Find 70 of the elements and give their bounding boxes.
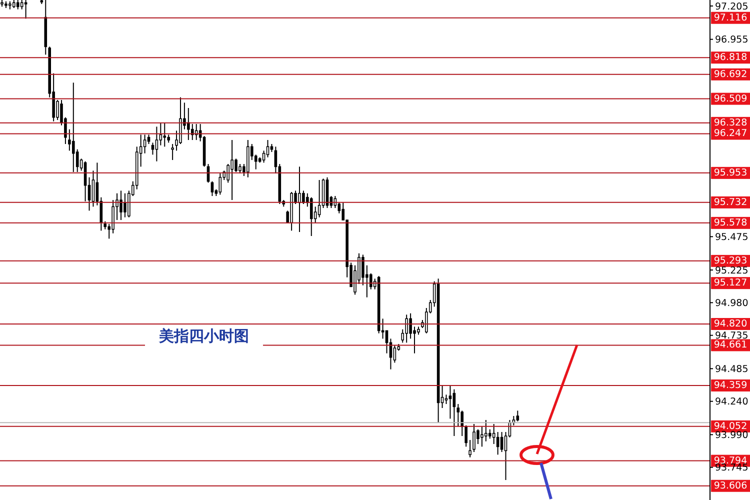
- y-tick-label: 96.955: [715, 34, 748, 46]
- ref-line-label: 96.247: [714, 128, 748, 140]
- candlestick: [218, 172, 222, 196]
- candlestick: [159, 122, 162, 146]
- candlestick: [24, 0, 28, 20]
- candlestick: [409, 312, 412, 340]
- y-tick-label: 94.485: [715, 364, 748, 376]
- candlestick: [16, 0, 20, 10]
- ref-line-label: 95.732: [714, 196, 748, 208]
- ref-line-label: 96.328: [714, 117, 748, 128]
- candlestick: [226, 164, 230, 184]
- candlestick: [262, 150, 266, 164]
- ref-line-label: 96.692: [714, 68, 748, 80]
- ref-line-label: 96.818: [714, 52, 748, 64]
- candlestick: [480, 426, 484, 448]
- candlestick: [143, 134, 146, 154]
- candlestick: [444, 394, 448, 404]
- candlestick: [496, 432, 500, 456]
- candlestick: [362, 254, 364, 286]
- y-tick-label: 95.225: [715, 265, 748, 276]
- candlestick: [405, 314, 408, 344]
- candlestick: [68, 128, 71, 152]
- y-tick-label: 94.980: [715, 298, 748, 310]
- ref-line-label: 96.509: [714, 93, 748, 104]
- ref-line-label: 93.606: [714, 480, 748, 492]
- candlestick: [468, 440, 472, 458]
- candlestick: [120, 190, 122, 220]
- candlestick: [155, 126, 158, 162]
- candlestick: [456, 404, 460, 428]
- candlestick: [302, 190, 305, 204]
- annotation: 美指四小时图: [145, 326, 263, 346]
- candlestick: [124, 192, 126, 218]
- candlestick: [171, 144, 174, 160]
- candlestick: [298, 166, 301, 232]
- candlestick: [488, 428, 492, 440]
- ref-line-label: 95.127: [714, 278, 748, 289]
- candlestick: [210, 180, 214, 196]
- y-tick-label: 95.475: [715, 232, 748, 244]
- candlestick: [448, 384, 452, 420]
- ref-line-label: 95.578: [714, 217, 748, 228]
- candlestick: [516, 410, 520, 422]
- candlestick: [369, 272, 372, 290]
- candlestick: [234, 158, 238, 172]
- ref-line-label: 94.052: [714, 420, 748, 432]
- candlestick: [238, 164, 242, 174]
- candlestick: [72, 82, 75, 172]
- candlestick: [190, 124, 194, 140]
- candlestick: [464, 424, 468, 448]
- candlestick: [393, 344, 396, 364]
- candlestick: [92, 170, 95, 208]
- ref-line-label: 95.293: [714, 255, 748, 266]
- candlestick: [460, 410, 464, 436]
- y-tick-label: 97.205: [715, 1, 748, 12]
- y-tick-label: 93.990: [715, 430, 748, 442]
- y-tick-label: 94.735: [715, 330, 748, 342]
- candlestick: [310, 196, 313, 236]
- ref-line-label: 94.359: [714, 380, 748, 391]
- ref-line-label: 94.661: [714, 340, 748, 351]
- candlestick: [452, 388, 456, 436]
- candlestick: [179, 96, 182, 144]
- candlestick: [484, 420, 488, 442]
- ref-line-label: 97.116: [714, 12, 748, 24]
- candlestick: [230, 140, 234, 200]
- candlestick: [163, 122, 166, 148]
- ref-line-label: 95.953: [714, 167, 748, 178]
- candlestick: [472, 424, 476, 452]
- candlestick: [112, 200, 114, 234]
- ref-line-label: 94.820: [714, 318, 748, 330]
- candlestick: [318, 180, 321, 218]
- y-tick-label: 94.240: [715, 396, 748, 408]
